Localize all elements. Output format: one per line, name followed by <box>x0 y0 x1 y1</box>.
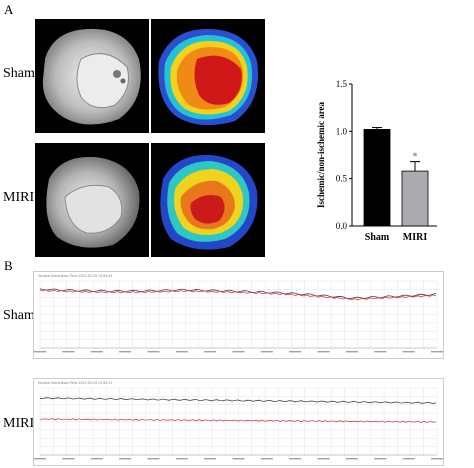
trace-time-tick <box>175 351 188 353</box>
panel-b-letter: B <box>4 258 13 273</box>
panel-a-letter: A <box>4 2 14 17</box>
sham-trace-panel: Volume Generation Time 2023-03-29 13:09:… <box>33 271 444 359</box>
trace-time-tick <box>175 458 188 460</box>
trace-time-tick <box>90 351 103 353</box>
trace-time-tick <box>431 458 443 460</box>
ischemic-ratio-bar-chart: 0.0 0.5 1.0 1.5 * Sham MIRI Ischemic/non-isc… <box>316 79 437 243</box>
significance-marker: * <box>413 152 418 163</box>
trace-time-tick <box>34 458 46 460</box>
trace-time-tick <box>374 458 387 460</box>
sham-trace-header: Volume Generation Time 2023-03-29 13:09:… <box>38 274 112 278</box>
trace-time-tick <box>62 351 75 353</box>
sham-grayscale-image <box>35 19 149 133</box>
y-tick-label: 0.0 <box>336 221 348 231</box>
miri-trace-header: Volume Generation Time 2023-03-29 13:20:… <box>38 381 112 385</box>
y-tick-label: 1.0 <box>336 126 348 136</box>
sham-trace-line-red <box>39 289 437 301</box>
trace-time-tick <box>147 351 160 353</box>
miri-heatmap-image <box>151 143 265 257</box>
row-label-miri: MIRI <box>3 190 35 205</box>
trace-time-tick <box>204 351 217 353</box>
bar-miri <box>401 170 429 227</box>
trace-time-tick <box>374 351 387 353</box>
trace-time-tick <box>232 458 245 460</box>
trace-label-miri: MIRI <box>3 416 35 431</box>
trace-time-tick <box>289 351 302 353</box>
trace-label-sham: Sham <box>3 308 35 323</box>
row-label-sham: Sham <box>3 66 35 81</box>
sham-trace-line-black <box>39 288 437 300</box>
trace-time-tick <box>260 458 273 460</box>
trace-time-tick <box>317 458 330 460</box>
trace-time-tick <box>90 458 103 460</box>
trace-time-tick <box>147 458 160 460</box>
trace-time-tick <box>402 351 415 353</box>
trace-time-tick <box>260 351 273 353</box>
trace-time-tick <box>119 351 132 353</box>
y-axis-label: Ischemic/non-ischemic area <box>316 101 326 208</box>
trace-time-tick <box>317 351 330 353</box>
trace-time-tick <box>204 458 217 460</box>
miri-trace-line-red <box>39 418 436 423</box>
trace-time-tick <box>345 458 358 460</box>
trace-time-tick <box>402 458 415 460</box>
trace-time-tick <box>119 458 132 460</box>
trace-time-tick <box>345 351 358 353</box>
trace-time-tick <box>34 351 46 353</box>
y-tick-label: 0.5 <box>336 174 348 184</box>
miri-trace-panel: Volume Generation Time 2023-03-29 13:20:… <box>33 378 444 466</box>
y-tick-label: 1.5 <box>336 79 348 89</box>
sham-heatmap-image <box>151 19 265 133</box>
miri-grayscale-image <box>35 143 149 257</box>
x-tick-label: Sham <box>365 232 390 243</box>
trace-time-tick <box>232 351 245 353</box>
trace-time-tick <box>62 458 75 460</box>
miri-trace-line-black <box>39 397 437 405</box>
trace-time-tick <box>289 458 302 460</box>
trace-time-tick <box>431 351 443 353</box>
bar-sham <box>363 129 391 227</box>
x-tick-label: MIRI <box>403 232 428 243</box>
